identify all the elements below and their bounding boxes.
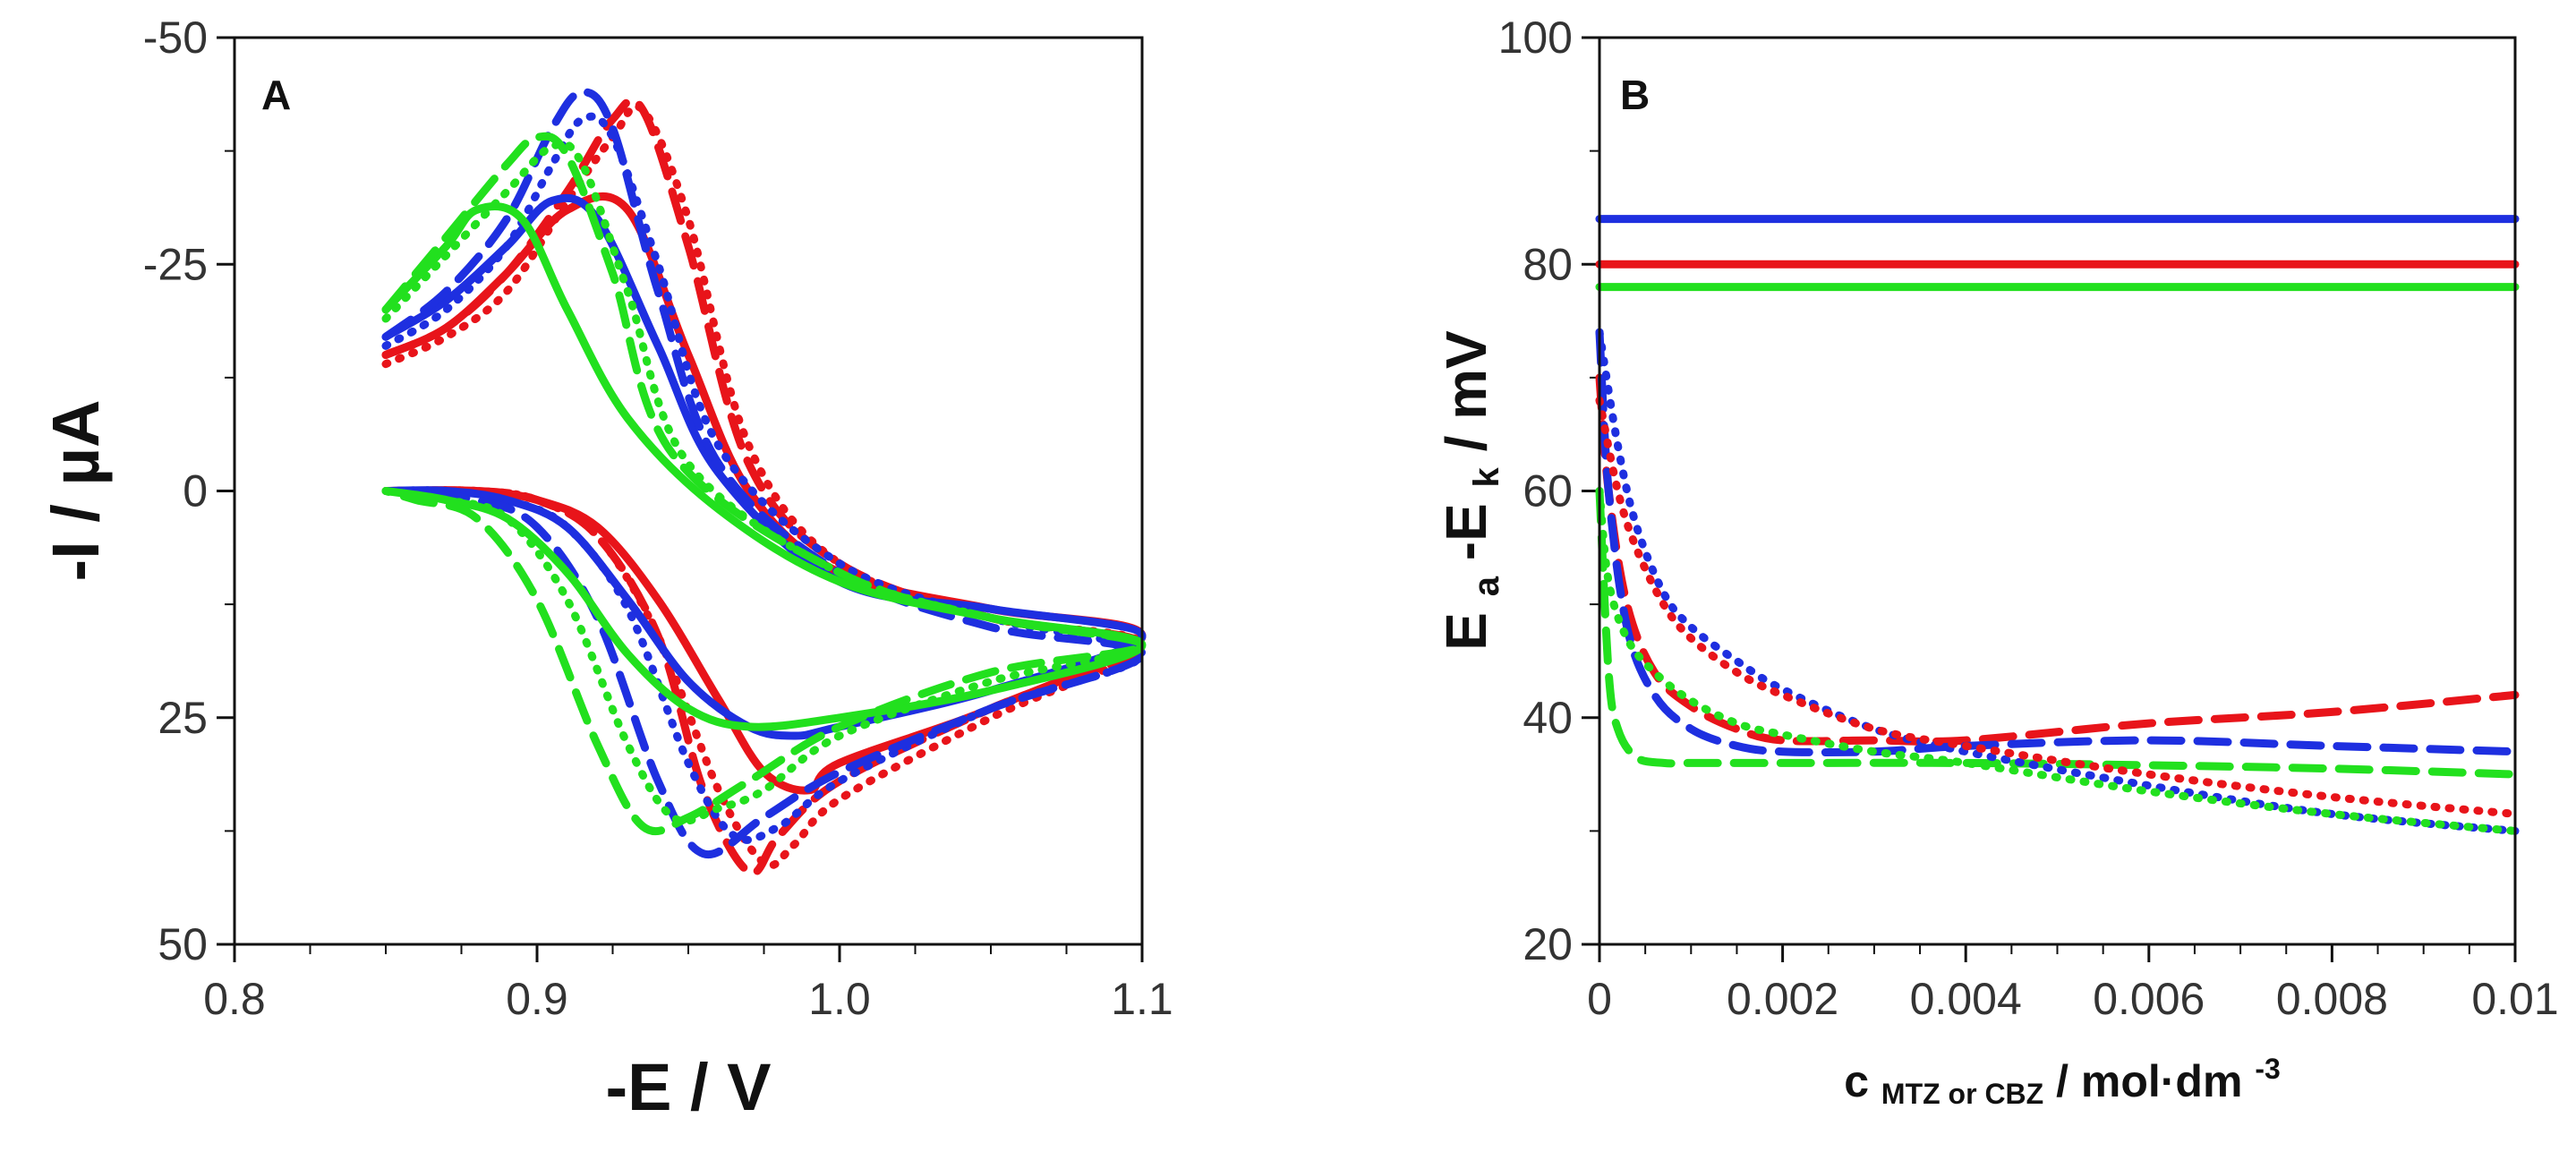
panel-b-x-tick-label: 0.01	[2471, 974, 2558, 1024]
panel-a-y-tick-label: 0	[183, 466, 208, 516]
svg-text:E a -E: E a -E k / mV	[1434, 330, 1511, 651]
panel-a-series-green-dashed	[381, 132, 1147, 836]
panel-a-frame	[233, 36, 1144, 946]
panel-a-ticks: 0.8 0.9 1.0 1.1 -50 -25 0 25 50	[143, 13, 1173, 1024]
panel-a-letter: A	[261, 72, 291, 118]
panel-b-x-tick-label: 0	[1587, 974, 1612, 1024]
panel-b-y-tick-label: 80	[1523, 239, 1573, 289]
panel-b-series	[1595, 215, 2520, 835]
panel-b-x-c: c	[1844, 1056, 1869, 1106]
panel-a-y-tick-label: -50	[143, 13, 208, 63]
panel-b-y-minus-e: -E	[1434, 503, 1498, 560]
panel-a-series-blue-dashed	[381, 88, 1147, 859]
panel-a: 0.8 0.9 1.0 1.1 -50 -25 0 25 50 A -E / V -I / µA	[38, 13, 1173, 1124]
panel-b-series-red-dotted	[1595, 396, 2520, 818]
panel-b-x-tick-label: 0.002	[1727, 974, 1838, 1024]
panel-b-y-ea: E	[1434, 612, 1498, 651]
panel-a-y-axis-title: -I / µA	[38, 400, 113, 582]
panel-a-series-red-dashed	[381, 96, 1147, 877]
panel-b-series-blue-dotted	[1595, 328, 2520, 835]
panel-b-y-tick-label: 40	[1523, 693, 1573, 743]
panel-b-series-green-dashed	[1595, 487, 2520, 779]
panel-b-x-subscript: MTZ or CBZ	[1881, 1078, 2043, 1110]
panel-a-y-tick-label: 50	[158, 919, 208, 969]
panel-a-y-tick-label: 25	[158, 693, 208, 743]
panel-a-x-tick-label: 1.0	[808, 974, 871, 1024]
panel-b-y-axis-title: E a -E k / mV	[1434, 330, 1511, 651]
panel-b-x-tick-label: 0.008	[2276, 974, 2388, 1024]
panel-a-series	[381, 88, 1147, 877]
panel-b-letter: B	[1620, 72, 1650, 118]
panel-b-series-green-dotted	[1595, 487, 2520, 835]
panel-a-series-green-dotted	[381, 140, 1147, 825]
panel-b-series-blue-dashed	[1595, 328, 2520, 757]
panel-b-y-tick-label: 100	[1498, 13, 1573, 63]
panel-a-x-tick-label: 0.9	[506, 974, 568, 1024]
panel-b-y-unit: / mV	[1434, 330, 1498, 451]
panel-b-y-tick-label: 20	[1523, 919, 1573, 969]
panel-b-x-axis-title: c MTZ or CBZ / mol·dm -3	[1844, 1053, 2281, 1114]
panel-b-y-sub-a: a	[1467, 576, 1506, 596]
panel-b-y-sub-k: k	[1467, 466, 1506, 487]
panel-b-x-unit: / mol·dm	[2056, 1056, 2242, 1106]
panel-b-series-red-dashed	[1595, 373, 2520, 746]
panel-a-x-tick-label: 1.1	[1111, 974, 1173, 1024]
panel-a-x-axis-title: -E / V	[605, 1050, 771, 1124]
panel-b-x-superscript: -3	[2255, 1053, 2280, 1085]
panel-b-x-tick-label: 0.006	[2093, 974, 2205, 1024]
panel-a-x-tick-label: 0.8	[203, 974, 266, 1024]
panel-b-ticks: 0 0.002 0.004 0.006 0.008 0.01 20 40 60 80 100	[1498, 13, 2559, 1024]
panel-b-x-tick-label: 0.004	[1910, 974, 2022, 1024]
panel-a-y-tick-label: -25	[143, 239, 208, 289]
panel-b: 0 0.002 0.004 0.006 0.008 0.01 20 40 60 80 100 B c…	[1434, 13, 2559, 1114]
panel-b-frame	[1598, 36, 2517, 946]
panel-b-y-tick-label: 60	[1523, 466, 1573, 516]
